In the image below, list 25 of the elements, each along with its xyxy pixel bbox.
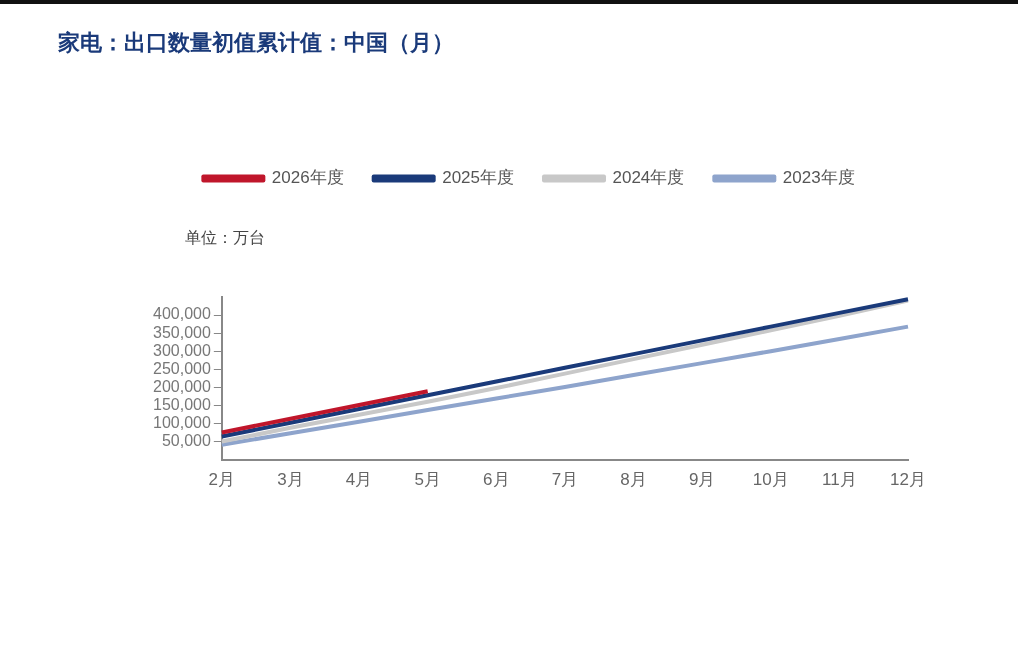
x-tick-label: 5月 (414, 470, 441, 490)
chart-title: 家电：出口数量初值累计值：中国（月） (58, 29, 454, 57)
legend-label: 2026年度 (271, 168, 344, 188)
legend-label: 2023年度 (782, 168, 855, 188)
x-tick-label: 9月 (688, 470, 716, 490)
y-tick-label: 350,000 (152, 323, 211, 341)
x-tick-label: 2月 (208, 470, 236, 490)
x-tick-label: 4月 (345, 470, 373, 490)
y-tick-label: 300,000 (152, 341, 211, 359)
y-tick-label: 200,000 (152, 377, 211, 395)
y-tick-label: 250,000 (152, 359, 211, 377)
y-tick-label: 150,000 (152, 395, 211, 413)
x-tick-label: 3月 (277, 470, 304, 490)
y-axis-title: 单位：万台 (185, 228, 265, 249)
x-tick-label: 7月 (551, 470, 579, 490)
y-tick-label: 100,000 (152, 413, 211, 431)
x-tick-label: 11月 (822, 470, 857, 490)
x-tick-label: 12月 (890, 470, 926, 490)
y-tick-label: 400,000 (152, 305, 211, 323)
legend-label: 2025年度 (442, 168, 515, 188)
x-tick-label: 8月 (620, 470, 647, 490)
y-tick-label: 50,000 (161, 431, 211, 449)
x-tick-label: 6月 (483, 470, 510, 490)
x-tick-label: 10月 (752, 470, 789, 490)
legend-label: 2024年度 (612, 168, 685, 188)
